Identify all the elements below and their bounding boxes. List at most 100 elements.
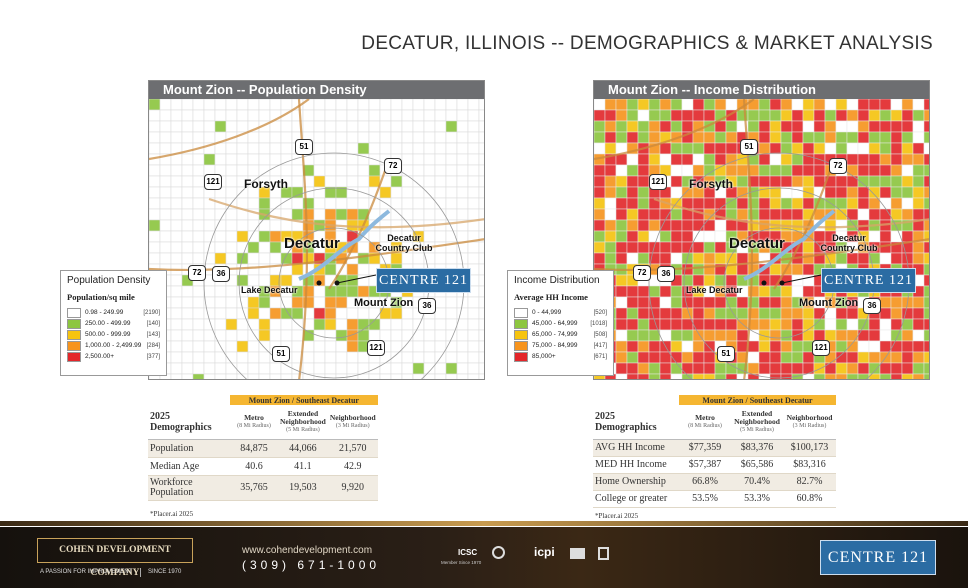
route-shield: 36 bbox=[863, 298, 881, 314]
map-cell bbox=[214, 296, 227, 309]
map-cell bbox=[280, 307, 293, 320]
map-cell bbox=[780, 142, 793, 155]
map-cell bbox=[626, 208, 639, 221]
map-cell bbox=[846, 164, 859, 177]
map-cell bbox=[467, 362, 480, 375]
map-cell bbox=[181, 362, 194, 375]
map-cell bbox=[846, 175, 859, 188]
row-label: Workforce Population bbox=[148, 475, 230, 501]
demographics-table: Mount Zion / Southeast Decatur 2025 Demogr… bbox=[148, 395, 378, 501]
map-cell bbox=[824, 186, 837, 199]
map-cell bbox=[357, 164, 370, 177]
map-cell bbox=[379, 373, 392, 379]
map-cell bbox=[269, 362, 282, 375]
map-cell bbox=[615, 373, 628, 379]
map-cell bbox=[357, 175, 370, 188]
map-cell bbox=[868, 109, 881, 122]
map-cell bbox=[868, 142, 881, 155]
map-cell bbox=[791, 99, 804, 111]
map-cell bbox=[335, 362, 348, 375]
map-cell bbox=[258, 373, 271, 379]
map-cell bbox=[170, 219, 183, 232]
map-image bbox=[149, 99, 484, 379]
map-cell bbox=[445, 296, 458, 309]
map-cell bbox=[434, 340, 447, 353]
map-cell bbox=[302, 340, 315, 353]
map-cell bbox=[181, 318, 194, 331]
map-cell bbox=[434, 329, 447, 342]
map-cell bbox=[626, 219, 639, 232]
map-cell bbox=[225, 362, 238, 375]
map-cell bbox=[149, 219, 161, 232]
route-shield: 36 bbox=[418, 298, 436, 314]
map-cell bbox=[857, 252, 870, 265]
map-cell bbox=[412, 131, 425, 144]
map-cell bbox=[703, 230, 716, 243]
map-cell bbox=[236, 164, 249, 177]
map-cell bbox=[280, 164, 293, 177]
map-cell bbox=[467, 329, 480, 342]
map-cell bbox=[912, 307, 925, 320]
map-cell bbox=[225, 329, 238, 342]
map-cell bbox=[302, 285, 315, 298]
map-cell bbox=[247, 197, 260, 210]
map-cell bbox=[890, 252, 903, 265]
map-cell bbox=[758, 329, 771, 342]
map-cell bbox=[456, 175, 469, 188]
map-cell bbox=[379, 362, 392, 375]
map-cell bbox=[159, 120, 172, 133]
website[interactable]: www.cohendevelopment.com bbox=[242, 545, 373, 556]
map-cell bbox=[269, 131, 282, 144]
map-cell bbox=[456, 230, 469, 243]
map-cell bbox=[637, 99, 650, 111]
table-row: Mount Zion / Southeast Decatur bbox=[593, 395, 836, 405]
map-cell bbox=[214, 252, 227, 265]
map-cell bbox=[412, 99, 425, 111]
map-cell bbox=[478, 340, 484, 353]
map-cell bbox=[637, 219, 650, 232]
map-cell bbox=[868, 153, 881, 166]
map-cell bbox=[434, 175, 447, 188]
map-cell bbox=[478, 197, 484, 210]
map-cell bbox=[390, 307, 403, 320]
map-cell bbox=[780, 175, 793, 188]
map-cell bbox=[835, 175, 848, 188]
corner-cell: 2025 Demographics bbox=[148, 405, 230, 440]
row-label: Population bbox=[148, 439, 230, 458]
map-cell bbox=[604, 219, 617, 232]
route-shield: 121 bbox=[367, 340, 385, 356]
map-cell bbox=[357, 99, 370, 111]
map-cell bbox=[379, 318, 392, 331]
table-note: *Placer.ai 2025 bbox=[150, 510, 194, 518]
map-cell bbox=[714, 318, 727, 331]
map-cell bbox=[923, 142, 929, 155]
year: 2025 bbox=[595, 411, 615, 422]
map-cell bbox=[313, 142, 326, 155]
map-cell bbox=[923, 131, 929, 144]
map-cell bbox=[456, 351, 469, 364]
map-cell bbox=[456, 307, 469, 320]
table-value: $77,359 bbox=[679, 439, 731, 457]
map-cell bbox=[478, 230, 484, 243]
map-cell bbox=[791, 186, 804, 199]
map-cell bbox=[791, 131, 804, 144]
map-cell bbox=[379, 120, 392, 133]
map-cell bbox=[846, 351, 859, 364]
map-cell bbox=[659, 351, 672, 364]
map-cell bbox=[780, 318, 793, 331]
map-cell bbox=[594, 109, 606, 122]
map-cell bbox=[681, 153, 694, 166]
map-cell bbox=[159, 164, 172, 177]
map-cell bbox=[670, 285, 683, 298]
map-cell bbox=[758, 109, 771, 122]
map-cell bbox=[313, 318, 326, 331]
map-cell bbox=[335, 197, 348, 210]
table-row: Workforce Population 35,765 19,503 9,920 bbox=[148, 475, 378, 501]
map-cell bbox=[824, 219, 837, 232]
map-cell bbox=[291, 164, 304, 177]
map-cell bbox=[604, 142, 617, 155]
route-shield: 72 bbox=[384, 158, 402, 174]
map-cell bbox=[467, 351, 480, 364]
map-cell bbox=[401, 131, 414, 144]
map-cell bbox=[626, 186, 639, 199]
